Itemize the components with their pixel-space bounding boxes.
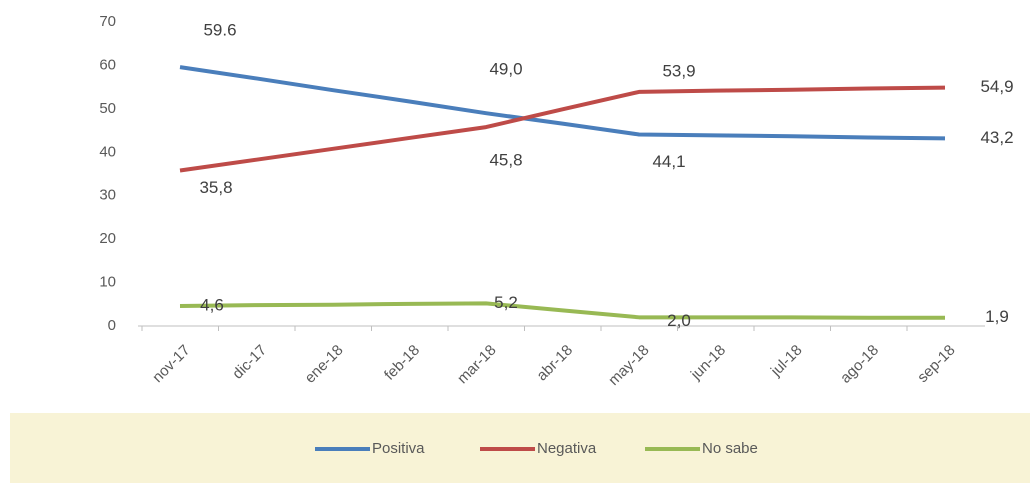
x-tick-label: sep-18 <box>914 342 958 386</box>
x-tick-label: mar-18 <box>454 342 500 388</box>
value-label: 45,8 <box>489 151 522 170</box>
y-tick-label: 70 <box>99 13 116 30</box>
y-tick-label: 60 <box>99 56 116 73</box>
value-label: 53,9 <box>662 61 695 80</box>
y-tick-label: 0 <box>108 317 116 334</box>
x-tick-label: dic-17 <box>229 342 270 383</box>
value-label: 59.6 <box>203 21 236 40</box>
line <box>179 301 945 320</box>
x-tick-label: feb-18 <box>381 342 423 384</box>
y-tick-label: 30 <box>99 187 116 204</box>
x-tick-label: nov-17 <box>149 342 193 386</box>
line <box>179 85 946 173</box>
x-tick-label: may-18 <box>605 342 652 389</box>
value-label: 4,6 <box>200 296 224 315</box>
legend-label: No sabe <box>702 440 758 457</box>
x-tick-label: jul-18 <box>767 342 806 381</box>
value-label: 5,2 <box>494 293 518 312</box>
y-tick-label: 50 <box>99 100 116 117</box>
value-label: 43,2 <box>980 128 1013 147</box>
legend-label: Negativa <box>537 440 597 457</box>
value-label: 1,9 <box>985 307 1009 326</box>
value-label: 35,8 <box>199 178 232 197</box>
x-tick-label: abr-18 <box>533 342 576 385</box>
value-label: 49,0 <box>489 60 522 79</box>
x-tick-label: ene-18 <box>302 342 347 387</box>
x-tick-label: jun-18 <box>687 342 729 384</box>
y-tick-label: 10 <box>99 274 116 291</box>
y-tick-label: 40 <box>99 143 116 160</box>
value-label: 2,0 <box>667 311 691 330</box>
x-tick-label: ago-18 <box>837 342 882 387</box>
value-label: 54,9 <box>980 77 1013 96</box>
y-tick-label: 20 <box>99 230 116 247</box>
line <box>179 65 946 141</box>
value-label: 44,1 <box>652 152 685 171</box>
legend-label: Positiva <box>372 440 425 457</box>
